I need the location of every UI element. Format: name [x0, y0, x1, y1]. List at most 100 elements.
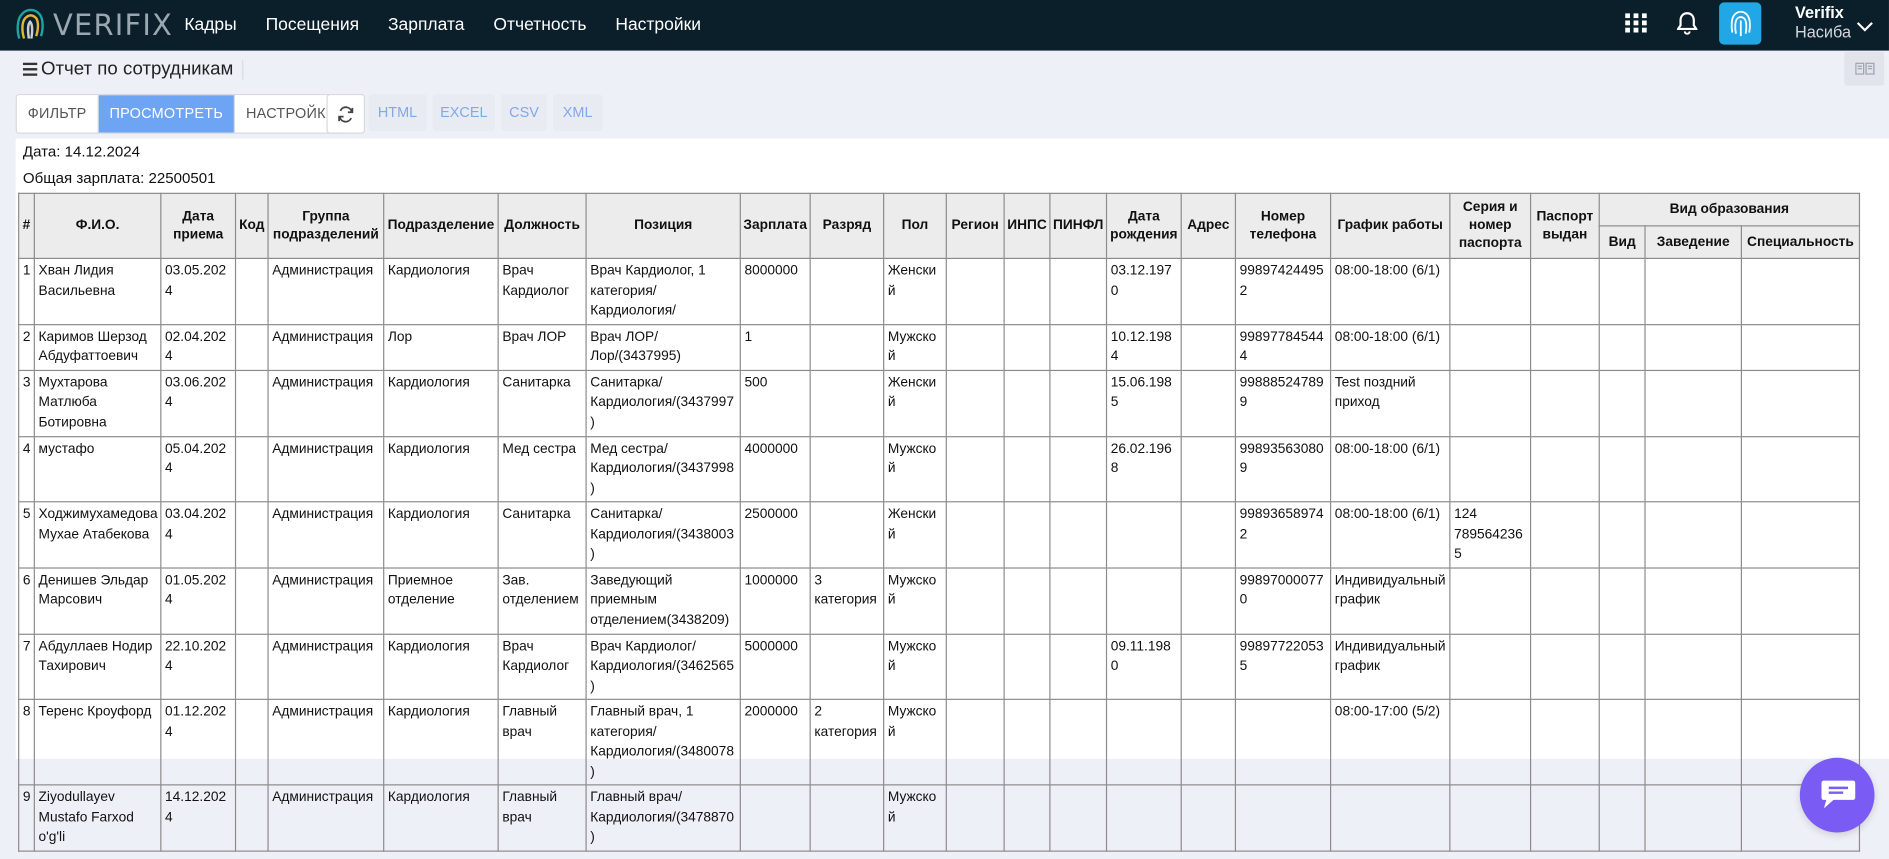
view-button[interactable]: ПРОСМОТРЕТЬ — [98, 95, 236, 133]
logo-text: VERIFIX — [53, 8, 174, 43]
table-row: 3 Мухтарова Матлюба Ботировна 03.06.2024 Ад… — [18, 369, 1861, 437]
table-cell — [1049, 698, 1108, 786]
table-cell — [1529, 784, 1600, 852]
table-cell — [809, 323, 885, 371]
table-cell — [945, 435, 1005, 503]
export-excel-button[interactable]: EXCEL — [432, 93, 496, 132]
table-cell — [1529, 257, 1600, 325]
book-icon — [1854, 62, 1874, 75]
table-cell: 2 категория — [809, 698, 885, 786]
table-cell — [1598, 633, 1646, 700]
col-header-fio: Ф.И.О. — [33, 192, 162, 260]
table-cell — [1598, 698, 1646, 786]
table-cell — [1529, 435, 1600, 503]
table-cell: Администрация — [267, 501, 385, 569]
chat-button[interactable] — [1799, 757, 1875, 833]
report-date: Дата: 14.12.2024 — [22, 143, 140, 161]
table-cell — [809, 501, 885, 569]
export-html-button[interactable]: HTML — [368, 93, 427, 132]
table-cell: 15.06.1985 — [1105, 369, 1182, 437]
table-cell: Администрация — [267, 698, 385, 786]
verifix-logo[interactable]: VERIFIX — [14, 2, 173, 48]
col-header-birth-date: Дата рождения — [1105, 192, 1182, 260]
nav-item-otchetnost[interactable]: Отчетность — [493, 15, 587, 35]
table-cell: Санитарка/ Кардиология/(3438003) — [585, 501, 741, 569]
corner-button[interactable] — [1844, 51, 1885, 86]
table-cell — [1598, 784, 1646, 852]
filter-button[interactable]: ФИЛЬТР — [16, 95, 99, 133]
table-cell: Кардиология — [383, 501, 499, 569]
table-cell: Хван Лидия Васильевна — [33, 257, 162, 325]
table-cell — [1049, 784, 1108, 852]
table-cell — [809, 435, 885, 503]
table-cell — [1529, 566, 1600, 635]
table-cell: Санитарка — [497, 369, 587, 437]
col-header-job: Должность — [497, 192, 587, 260]
table-cell: Ziyodullayev Mustafo Farxod o'g'li — [33, 784, 162, 852]
table-cell: Мед сестра/ Кардиология/(3437998) — [585, 435, 741, 503]
table-cell — [234, 323, 269, 371]
nav-item-zarplata[interactable]: Зарплата — [387, 15, 465, 35]
table-body: 1 Хван Лидия Васильевна 03.05.2024 Админист… — [18, 257, 1861, 852]
table-cell: 1 — [18, 257, 35, 325]
col-header-region: Регион — [945, 192, 1005, 260]
table-cell — [1644, 784, 1742, 852]
table-cell — [1740, 633, 1861, 700]
table-cell: 998977220535 — [1234, 633, 1332, 700]
fingerprint-icon — [1730, 10, 1751, 36]
user-menu[interactable]: Verifix Насиба — [1795, 4, 1851, 43]
table-cell: 08:00-18:00 (6/1) — [1329, 257, 1451, 325]
table-cell: Главный врач, 1 категория/ Кардиология/(… — [585, 698, 741, 786]
biometric-button[interactable] — [1719, 2, 1762, 45]
col-header-num: # — [18, 192, 35, 260]
export-xml-button[interactable]: XML — [552, 93, 603, 132]
table-cell — [1449, 566, 1532, 635]
nav-item-kadry[interactable]: Кадры — [184, 15, 237, 35]
table-header-row: # Ф.И.О. Дата приема Код Группа подразде… — [18, 192, 1861, 260]
table-cell — [1003, 633, 1051, 700]
hamburger-icon[interactable] — [22, 62, 38, 76]
table-cell — [1644, 566, 1742, 635]
table-cell — [1598, 501, 1646, 569]
table-cell: 01.05.2024 — [160, 566, 237, 635]
table-cell: Теренс Кроуфорд — [33, 698, 162, 786]
table-cell — [1049, 323, 1108, 371]
table-cell: 03.05.2024 — [160, 257, 237, 325]
col-header-education: Вид образования — [1598, 192, 1861, 227]
table-cell: 3 категория — [809, 566, 885, 635]
col-header-rank: Разряд — [809, 192, 885, 260]
table-cell: 03.06.2024 — [160, 369, 237, 437]
table-cell: 998935630809 — [1234, 435, 1332, 503]
table-cell — [1644, 698, 1742, 786]
table-cell: Кардиология — [383, 435, 499, 503]
table-cell — [1049, 435, 1108, 503]
table-cell — [1740, 257, 1861, 325]
col-header-passport: Серия и номер паспорта — [1449, 192, 1532, 260]
table-cell — [1449, 698, 1532, 786]
chevron-down-icon[interactable] — [1856, 22, 1873, 33]
table-cell: Заведующий приемным отделением(3438209) — [585, 566, 741, 635]
nav-item-nastroyki[interactable]: Настройки — [615, 15, 702, 35]
export-csv-button[interactable]: CSV — [501, 93, 547, 132]
refresh-button[interactable] — [326, 93, 366, 134]
bell-icon[interactable] — [1676, 12, 1698, 35]
table-cell — [1049, 501, 1108, 569]
grid-icon[interactable] — [1625, 13, 1647, 33]
table-cell: 8 — [18, 698, 35, 786]
col-header-hire-date: Дата приема — [160, 192, 237, 260]
table-cell: Кардиология — [383, 369, 499, 437]
table-cell: 26.02.1968 — [1105, 435, 1182, 503]
table-cell — [1180, 633, 1237, 700]
fingerprint-logo-icon — [16, 8, 44, 39]
col-header-code: Код — [234, 192, 269, 260]
nav-item-poseshcheniya[interactable]: Посещения — [265, 15, 360, 35]
table-cell: Мужской — [883, 633, 947, 700]
col-header-gender: Пол — [883, 192, 947, 260]
col-header-edu-spec: Специальность — [1740, 225, 1861, 260]
table-cell — [1740, 501, 1861, 569]
table-cell: 08:00-17:00 (5/2) — [1329, 698, 1451, 786]
table-cell: 2500000 — [739, 501, 811, 569]
table-cell: 2000000 — [739, 698, 811, 786]
table-cell: 998970000770 — [1234, 566, 1332, 635]
table-cell — [1180, 566, 1237, 635]
